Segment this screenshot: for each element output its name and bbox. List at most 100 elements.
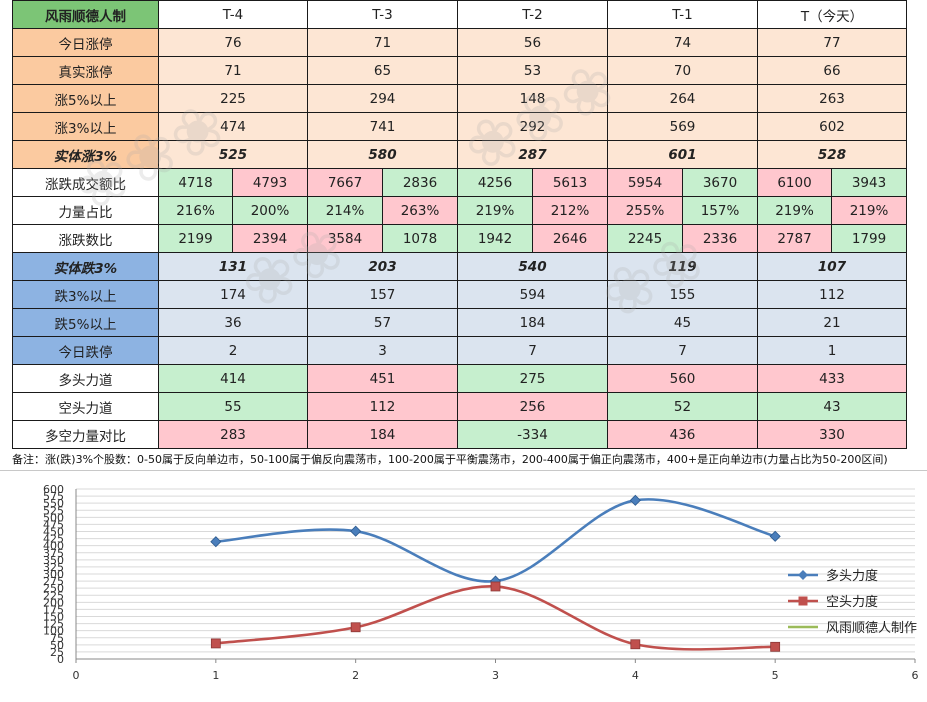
table-cell: 157% bbox=[682, 196, 758, 225]
table-corner-label: 风雨顺德人制 bbox=[12, 0, 159, 29]
y-tick-label: 225 bbox=[43, 589, 64, 602]
y-tick-label: 200 bbox=[43, 596, 64, 609]
table-cell: 5954 bbox=[607, 168, 683, 197]
table-cell: 256 bbox=[457, 392, 608, 421]
table-cell: 57 bbox=[307, 308, 458, 337]
row-label: 实体跌3% bbox=[12, 252, 159, 281]
table-cell: 148 bbox=[457, 84, 608, 113]
y-tick-label: 100 bbox=[43, 625, 64, 638]
data-point bbox=[630, 639, 641, 650]
table-cell: 6100 bbox=[757, 168, 832, 197]
row-label: 涨5%以上 bbox=[12, 84, 159, 113]
table-cell: 4718 bbox=[158, 168, 233, 197]
data-point bbox=[629, 494, 641, 506]
table-cell: 184 bbox=[457, 308, 608, 337]
table-cell: 275 bbox=[457, 364, 608, 393]
row-label: 涨跌成交额比 bbox=[12, 168, 159, 197]
table-cell: 525 bbox=[158, 140, 308, 169]
table-cell: 70 bbox=[607, 56, 758, 85]
y-tick-label: 550 bbox=[43, 497, 64, 510]
y-tick-label: 425 bbox=[43, 533, 64, 546]
table-cell: 21 bbox=[757, 308, 907, 337]
table-cell: 219% bbox=[831, 196, 907, 225]
column-header: T-1 bbox=[607, 0, 758, 29]
table-row: 跌5%以上 36 57 184 45 21 bbox=[12, 308, 907, 337]
table-cell: 112 bbox=[307, 392, 458, 421]
series-line bbox=[215, 498, 776, 583]
table-cell: 7 bbox=[457, 336, 608, 365]
table-cell: 219% bbox=[757, 196, 832, 225]
table-cell: 741 bbox=[307, 112, 458, 141]
row-label: 今日涨停 bbox=[12, 28, 159, 57]
legend-label: 多头力度 bbox=[826, 568, 878, 584]
row-label: 力量占比 bbox=[12, 196, 159, 225]
row-label: 跌3%以上 bbox=[12, 280, 159, 309]
y-tick-label: 325 bbox=[43, 561, 64, 574]
table-cell: 107 bbox=[757, 252, 907, 281]
y-tick-label: 350 bbox=[43, 554, 64, 567]
row-label: 空头力道 bbox=[12, 392, 159, 421]
table-cell: 451 bbox=[307, 364, 458, 393]
table-cell: 45 bbox=[607, 308, 758, 337]
column-header: T-2 bbox=[457, 0, 608, 29]
table-cell: 155 bbox=[607, 280, 758, 309]
y-tick-label: 300 bbox=[43, 568, 64, 581]
column-header: T-3 bbox=[307, 0, 458, 29]
table-cell: 77 bbox=[757, 28, 907, 57]
table-row: 今日跌停 2 3 7 7 1 bbox=[12, 336, 907, 365]
legend-label: 风雨顺德人制作 bbox=[826, 621, 917, 636]
table-cell: 174 bbox=[158, 280, 308, 309]
table-cell: 4256 bbox=[457, 168, 533, 197]
table-cell: 157 bbox=[307, 280, 458, 309]
table-cell: 436 bbox=[607, 420, 758, 449]
table-row: 多头力道 414 451 275 560 433 bbox=[12, 364, 907, 393]
table-cell: 601 bbox=[607, 140, 758, 169]
y-tick-label: 575 bbox=[43, 490, 64, 503]
data-point bbox=[769, 530, 781, 542]
table-cell: 200% bbox=[232, 196, 308, 225]
data-point bbox=[350, 525, 362, 537]
table-cell: 225 bbox=[158, 84, 308, 113]
table-cell: 112 bbox=[757, 280, 907, 309]
series-line bbox=[215, 585, 776, 651]
table-cell: 4793 bbox=[232, 168, 308, 197]
y-tick-label: 175 bbox=[43, 603, 64, 616]
table-cell: 433 bbox=[757, 364, 907, 393]
table-cell: 71 bbox=[307, 28, 458, 57]
table-cell: 3943 bbox=[831, 168, 907, 197]
y-tick-label: 500 bbox=[43, 511, 64, 524]
table-cell: 56 bbox=[457, 28, 608, 57]
table-cell: 212% bbox=[532, 196, 608, 225]
column-header: T-4 bbox=[158, 0, 308, 29]
y-tick-label: 375 bbox=[43, 547, 64, 560]
row-label: 实体涨3% bbox=[12, 140, 159, 169]
table-cell: 76 bbox=[158, 28, 308, 57]
table-cell: 540 bbox=[457, 252, 608, 281]
table-cell: 71 bbox=[158, 56, 308, 85]
table-cell: 2394 bbox=[232, 224, 308, 253]
y-tick-label: 400 bbox=[43, 540, 64, 553]
x-tick-label: 2 bbox=[352, 669, 359, 682]
x-tick-label: 0 bbox=[73, 669, 80, 682]
row-label: 多头力道 bbox=[12, 364, 159, 393]
table-cell: 5613 bbox=[532, 168, 608, 197]
table-cell: 3584 bbox=[307, 224, 383, 253]
table-cell: 2646 bbox=[532, 224, 608, 253]
y-tick-label: 150 bbox=[43, 611, 64, 624]
table-cell: 528 bbox=[757, 140, 907, 169]
table-cell: 474 bbox=[158, 112, 308, 141]
table-cell: 52 bbox=[607, 392, 758, 421]
x-tick-label: 1 bbox=[212, 669, 219, 682]
table-cell: 2836 bbox=[382, 168, 458, 197]
table-cell: 53 bbox=[457, 56, 608, 85]
table-cell: 264 bbox=[607, 84, 758, 113]
table-cell: 255% bbox=[607, 196, 683, 225]
x-tick-label: 6 bbox=[912, 669, 919, 682]
divider bbox=[0, 470, 927, 471]
x-tick-label: 5 bbox=[772, 669, 779, 682]
table-cell: 580 bbox=[307, 140, 458, 169]
table-cell: 292 bbox=[457, 112, 608, 141]
table-cell: 2199 bbox=[158, 224, 233, 253]
table-cell: 1 bbox=[757, 336, 907, 365]
y-tick-label: 25 bbox=[50, 646, 64, 659]
